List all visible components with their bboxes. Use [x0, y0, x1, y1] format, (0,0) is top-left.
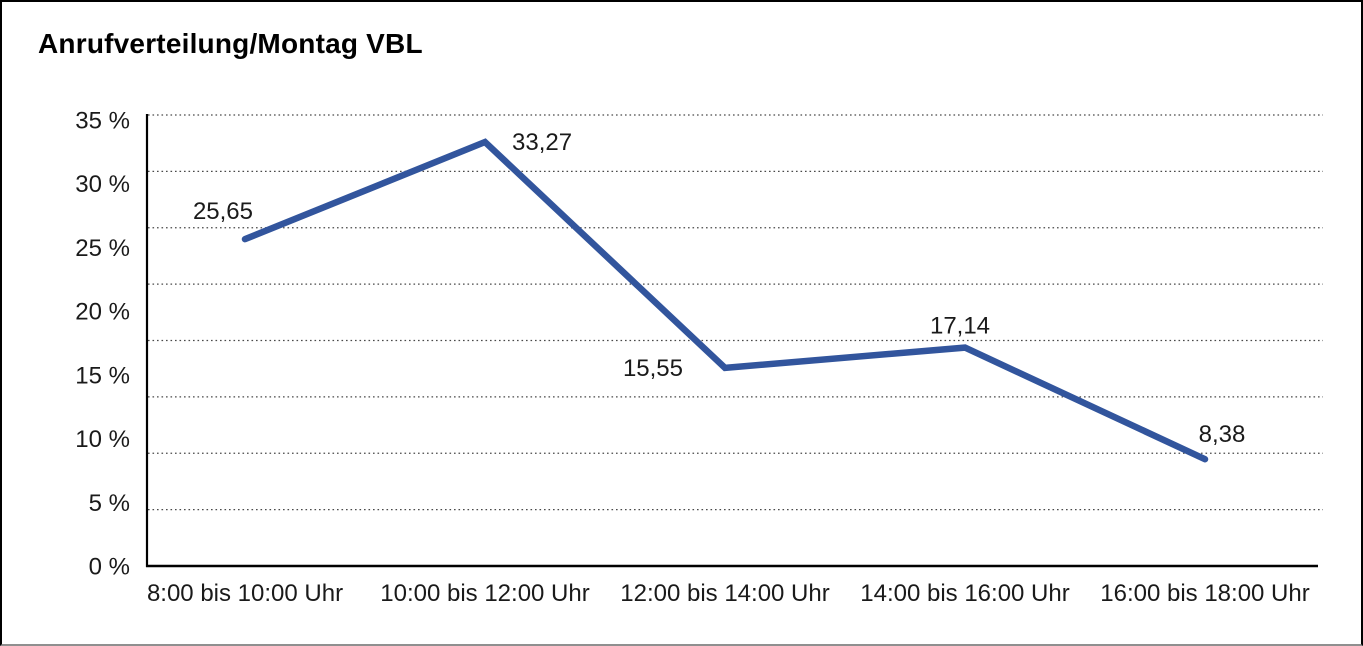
data-label: 33,27 — [512, 129, 572, 156]
chart-title: Anrufverteilung/Montag VBL — [38, 28, 423, 59]
data-label: 8,38 — [1199, 421, 1246, 448]
data-label: 25,65 — [193, 198, 253, 225]
y-axis-tick-label: 5 % — [89, 490, 130, 517]
y-axis-tick-label: 0 % — [89, 554, 130, 581]
series-line — [241, 138, 1209, 463]
data-label: 15,55 — [623, 355, 683, 382]
x-axis-category-label: 12:00 bis 14:00 Uhr — [620, 580, 829, 607]
x-axis-category-label: 8:00 bis 10:00 Uhr — [147, 580, 343, 607]
y-axis-tick-label: 20 % — [75, 299, 130, 326]
x-axis-category-label: 16:00 bis 18:00 Uhr — [1100, 580, 1309, 607]
y-axis-tick-label: 35 % — [75, 108, 130, 135]
y-axis-tick-label: 10 % — [75, 426, 130, 453]
x-axis-category-label: 10:00 bis 12:00 Uhr — [380, 580, 589, 607]
y-axis-tick-label: 30 % — [75, 171, 130, 198]
x-axis-category-label: 14:00 bis 16:00 Uhr — [860, 580, 1069, 607]
y-axis-tick-label: 25 % — [75, 235, 130, 262]
y-axis-tick-label: 15 % — [75, 362, 130, 389]
data-label: 17,14 — [930, 313, 990, 340]
